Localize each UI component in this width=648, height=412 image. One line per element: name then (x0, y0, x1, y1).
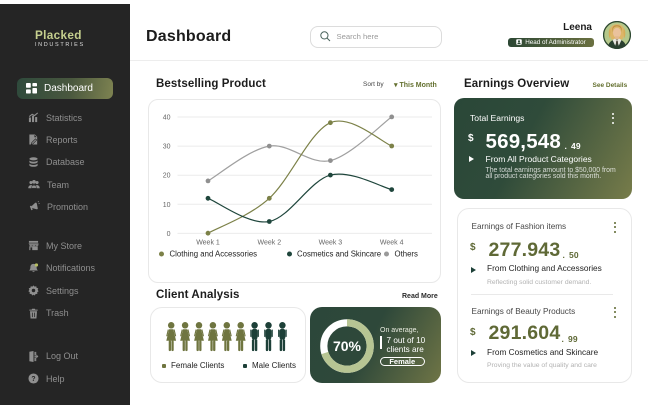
svg-text:Others: Others (394, 250, 417, 259)
svg-text:30: 30 (162, 144, 170, 151)
svg-text:70%: 70% (332, 338, 361, 354)
svg-text:Cosmetics and Skincare: Cosmetics and Skincare (297, 250, 381, 259)
svg-text:Week 2: Week 2 (257, 240, 281, 247)
svg-text:Week 3: Week 3 (318, 240, 342, 247)
svg-text:Week 1: Week 1 (196, 240, 220, 247)
svg-text:40: 40 (162, 115, 170, 122)
svg-text:Week 4: Week 4 (379, 240, 403, 247)
svg-text:10: 10 (162, 202, 170, 209)
svg-text:Clothing and Accessories: Clothing and Accessories (169, 250, 257, 259)
svg-text:?: ? (31, 376, 35, 383)
svg-text:0: 0 (166, 231, 170, 238)
svg-text:20: 20 (162, 173, 170, 180)
